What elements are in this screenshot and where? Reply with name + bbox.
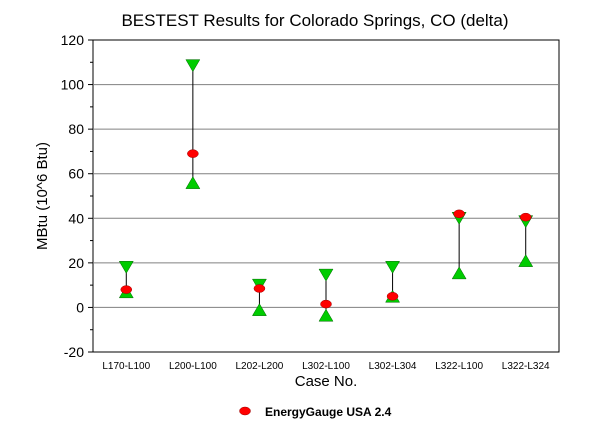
x-tick-label: L322-L100 — [435, 361, 483, 372]
legend-marker-energygauge — [239, 406, 251, 416]
y-tick-label: 120 — [61, 32, 85, 48]
data-point — [253, 284, 266, 293]
data-point — [187, 149, 199, 158]
y-tick-label: 0 — [76, 299, 84, 315]
y-tick-label: -20 — [64, 344, 84, 360]
x-axis: L170-L100 L200-L100 L202-L200 L302-L100 L302… — [102, 361, 550, 372]
legend-label-energygauge: EnergyGauge USA 2.4 — [265, 405, 392, 419]
legend: EnergyGauge USA 2.4 — [239, 405, 392, 419]
y-axis-label: MBtu (10^6 Btu) — [34, 142, 51, 250]
range-min-marker — [251, 303, 267, 316]
gridlines — [93, 84, 559, 308]
range-max-marker — [185, 59, 201, 73]
chart-title: BESTEST Results for Colorado Springs, CO… — [121, 11, 508, 30]
range-min-marker — [185, 176, 201, 189]
data-point — [320, 299, 332, 309]
range-min-marker — [518, 254, 534, 267]
data-point — [453, 209, 465, 219]
range-min-marker — [451, 266, 467, 280]
data-point — [386, 292, 399, 301]
x-tick-label: L302-L100 — [302, 361, 350, 372]
y-tick-label: 20 — [68, 255, 84, 271]
data-point — [519, 212, 532, 222]
x-axis-label: Case No. — [295, 373, 358, 390]
y-tick-label: 60 — [68, 166, 84, 182]
y-axis: -20 0 20 40 60 80 100 120 — [61, 32, 93, 360]
range-max-marker — [118, 261, 134, 274]
range-max-marker — [318, 268, 334, 282]
x-tick-label: L302-L304 — [369, 361, 417, 372]
data-point — [120, 285, 133, 294]
data-marks — [118, 59, 534, 322]
y-tick-label: 100 — [61, 77, 85, 93]
x-tick-label: L200-L100 — [169, 361, 217, 372]
x-tick-label: L202-L200 — [236, 361, 284, 372]
x-tick-label: L170-L100 — [102, 361, 150, 372]
y-tick-label: 80 — [68, 121, 84, 137]
y-tick-label: 40 — [68, 210, 84, 226]
x-tick-label: L322-L324 — [502, 361, 550, 372]
range-max-marker — [385, 261, 401, 274]
range-min-marker — [318, 308, 334, 322]
